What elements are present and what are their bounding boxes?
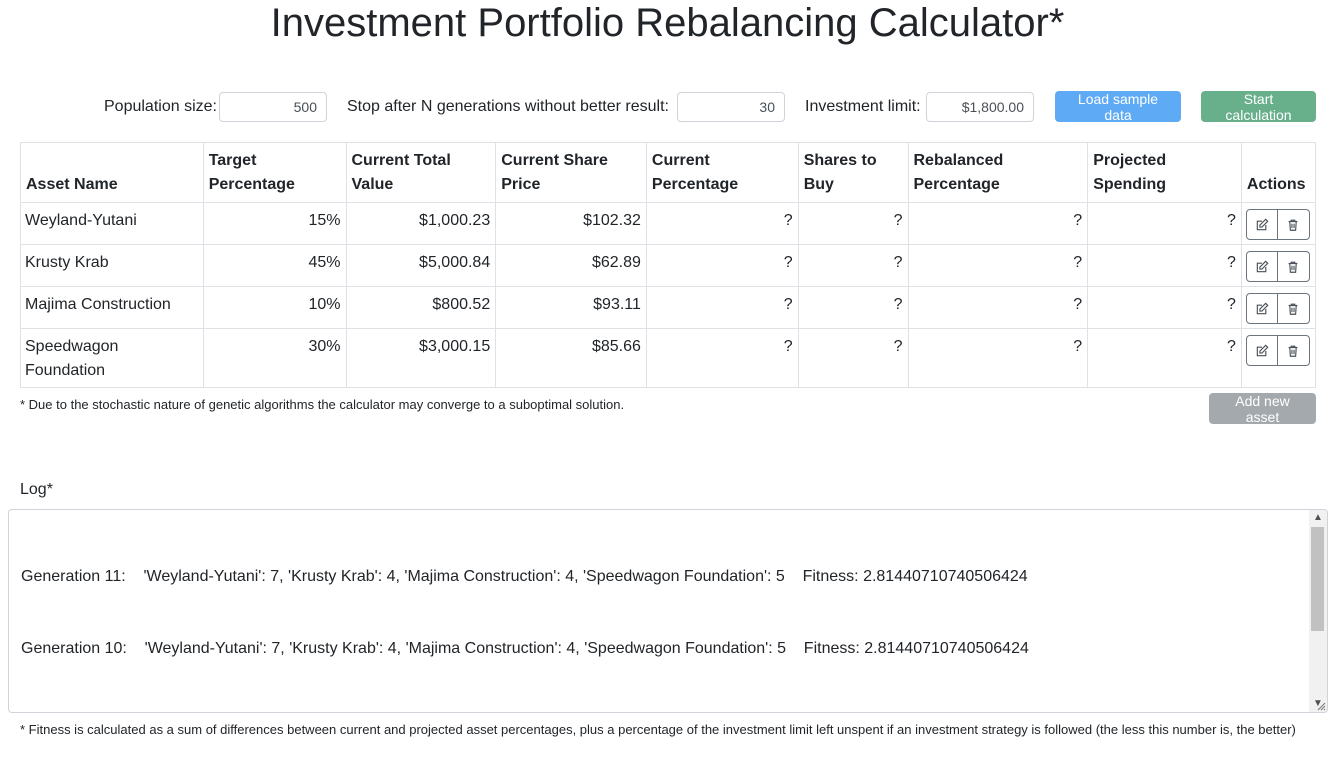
stop-generations-input[interactable] [677, 92, 785, 122]
table-row: Krusty Krab 45% $5,000.84 $62.89 ? ? ? ? [20, 244, 1317, 287]
cell-current-share-price: $62.89 [495, 244, 647, 287]
edit-button[interactable] [1245, 209, 1278, 240]
scroll-down-arrow-icon[interactable]: ▼ [1313, 698, 1323, 709]
edit-button[interactable] [1245, 335, 1278, 366]
trash-icon [1289, 303, 1298, 315]
edit-button[interactable] [1245, 293, 1278, 324]
delete-button[interactable] [1277, 293, 1310, 324]
trash-icon [1289, 261, 1298, 273]
header-current-share-price: Current Share Price [495, 142, 647, 203]
header-shares-to-buy: Shares to Buy [797, 142, 909, 203]
table-row: Weyland-Yutani 15% $1,000.23 $102.32 ? ?… [20, 202, 1317, 245]
stop-generations-label: Stop after N generations without better … [347, 98, 669, 115]
cell-target-percentage: 45% [202, 244, 347, 287]
cell-rebalanced-percentage: ? [907, 202, 1089, 245]
cell-target-percentage: 15% [202, 202, 347, 245]
cell-current-total-value: $800.52 [345, 286, 497, 329]
cell-asset-name: Majima Construction [20, 286, 204, 329]
cell-actions [1240, 202, 1317, 245]
cell-projected-spending: ? [1087, 328, 1242, 388]
cell-projected-spending: ? [1087, 202, 1242, 245]
cell-shares-to-buy: ? [797, 202, 909, 245]
cell-rebalanced-percentage: ? [907, 244, 1089, 287]
scroll-up-arrow-icon[interactable]: ▲ [1313, 512, 1323, 523]
fitness-note: * Fitness is calculated as a sum of diff… [20, 722, 1296, 737]
table-header-row: Asset Name Target Percentage Current Tot… [20, 142, 1317, 203]
log-line: Generation 11: 'Weyland-Yutani': 7, 'Kru… [21, 568, 1028, 585]
edit-icon [1256, 344, 1269, 356]
cell-current-percentage: ? [645, 328, 799, 388]
header-projected-spending: Projected Spending [1087, 142, 1242, 203]
cell-current-percentage: ? [645, 202, 799, 245]
trash-icon [1289, 345, 1298, 357]
log-lines: Generation 11: 'Weyland-Yutani': 7, 'Kru… [21, 517, 1029, 712]
cell-shares-to-buy: ? [797, 286, 909, 329]
header-asset-name: Asset Name [20, 142, 204, 203]
header-target-percentage: Target Percentage [202, 142, 347, 203]
edit-icon [1256, 260, 1269, 272]
log-textarea[interactable]: Generation 11: 'Weyland-Yutani': 7, 'Kru… [8, 509, 1328, 713]
cell-current-percentage: ? [645, 244, 799, 287]
cell-current-share-price: $85.66 [495, 328, 647, 388]
start-calculation-button[interactable]: Start calculation [1201, 91, 1316, 123]
investment-limit-input[interactable] [926, 92, 1034, 122]
trash-icon [1289, 219, 1298, 231]
cell-target-percentage: 10% [202, 286, 347, 329]
cell-current-total-value: $5,000.84 [345, 244, 497, 287]
load-sample-data-button[interactable]: Load sample data [1055, 91, 1181, 123]
row-action-group [1245, 209, 1310, 240]
edit-icon [1256, 218, 1269, 230]
header-current-total-value: Current Total Value [345, 142, 497, 203]
log-line: Generation 10: 'Weyland-Yutani': 7, 'Kru… [21, 640, 1029, 657]
cell-asset-name: Krusty Krab [20, 244, 204, 287]
delete-button[interactable] [1277, 251, 1310, 282]
row-action-group [1245, 293, 1310, 324]
population-size-label: Population size: [104, 98, 217, 115]
cell-target-percentage: 30% [202, 328, 347, 388]
cell-asset-name: Speedwagon Foundation [20, 328, 204, 388]
stochastic-note: * Due to the stochastic nature of geneti… [20, 397, 625, 412]
cell-shares-to-buy: ? [797, 328, 909, 388]
cell-shares-to-buy: ? [797, 244, 909, 287]
cell-projected-spending: ? [1087, 244, 1242, 287]
cell-current-total-value: $1,000.23 [345, 202, 497, 245]
scrollbar-thumb[interactable] [1311, 527, 1324, 631]
population-size-input[interactable] [219, 92, 327, 122]
resize-handle-icon[interactable] [1316, 701, 1326, 711]
cell-actions [1240, 328, 1317, 388]
header-rebalanced-percentage: Rebalanced Percentage [907, 142, 1089, 203]
cell-rebalanced-percentage: ? [907, 286, 1089, 329]
delete-button[interactable] [1277, 335, 1310, 366]
log-label: Log* [20, 481, 53, 498]
log-scrollbar[interactable]: ▲ ▼ [1309, 510, 1327, 712]
row-action-group [1245, 251, 1310, 282]
header-current-percentage: Current Percentage [645, 142, 799, 203]
cell-actions [1240, 286, 1317, 329]
cell-current-total-value: $3,000.15 [345, 328, 497, 388]
cell-actions [1240, 244, 1317, 287]
cell-asset-name: Weyland-Yutani [20, 202, 204, 245]
cell-current-share-price: $102.32 [495, 202, 647, 245]
add-new-asset-button[interactable]: Add new asset [1209, 393, 1316, 425]
page-title: Investment Portfolio Rebalancing Calcula… [270, 1, 1065, 45]
controls-bar: Population size: Stop after N generation… [0, 91, 1335, 123]
investment-limit-label: Investment limit: [805, 98, 921, 115]
row-action-group [1245, 335, 1310, 366]
edit-button[interactable] [1245, 251, 1278, 282]
assets-table: Asset Name Target Percentage Current Tot… [20, 142, 1317, 388]
cell-projected-spending: ? [1087, 286, 1242, 329]
edit-icon [1256, 302, 1269, 314]
header-actions: Actions [1240, 142, 1317, 203]
table-row: Speedwagon Foundation 30% $3,000.15 $85.… [20, 328, 1317, 388]
cell-current-share-price: $93.11 [495, 286, 647, 329]
cell-rebalanced-percentage: ? [907, 328, 1089, 388]
delete-button[interactable] [1277, 209, 1310, 240]
log-line: Generation 9: 'Weyland-Yutani': 7, 'Krus… [21, 709, 1029, 712]
cell-current-percentage: ? [645, 286, 799, 329]
table-row: Majima Construction 10% $800.52 $93.11 ?… [20, 286, 1317, 329]
